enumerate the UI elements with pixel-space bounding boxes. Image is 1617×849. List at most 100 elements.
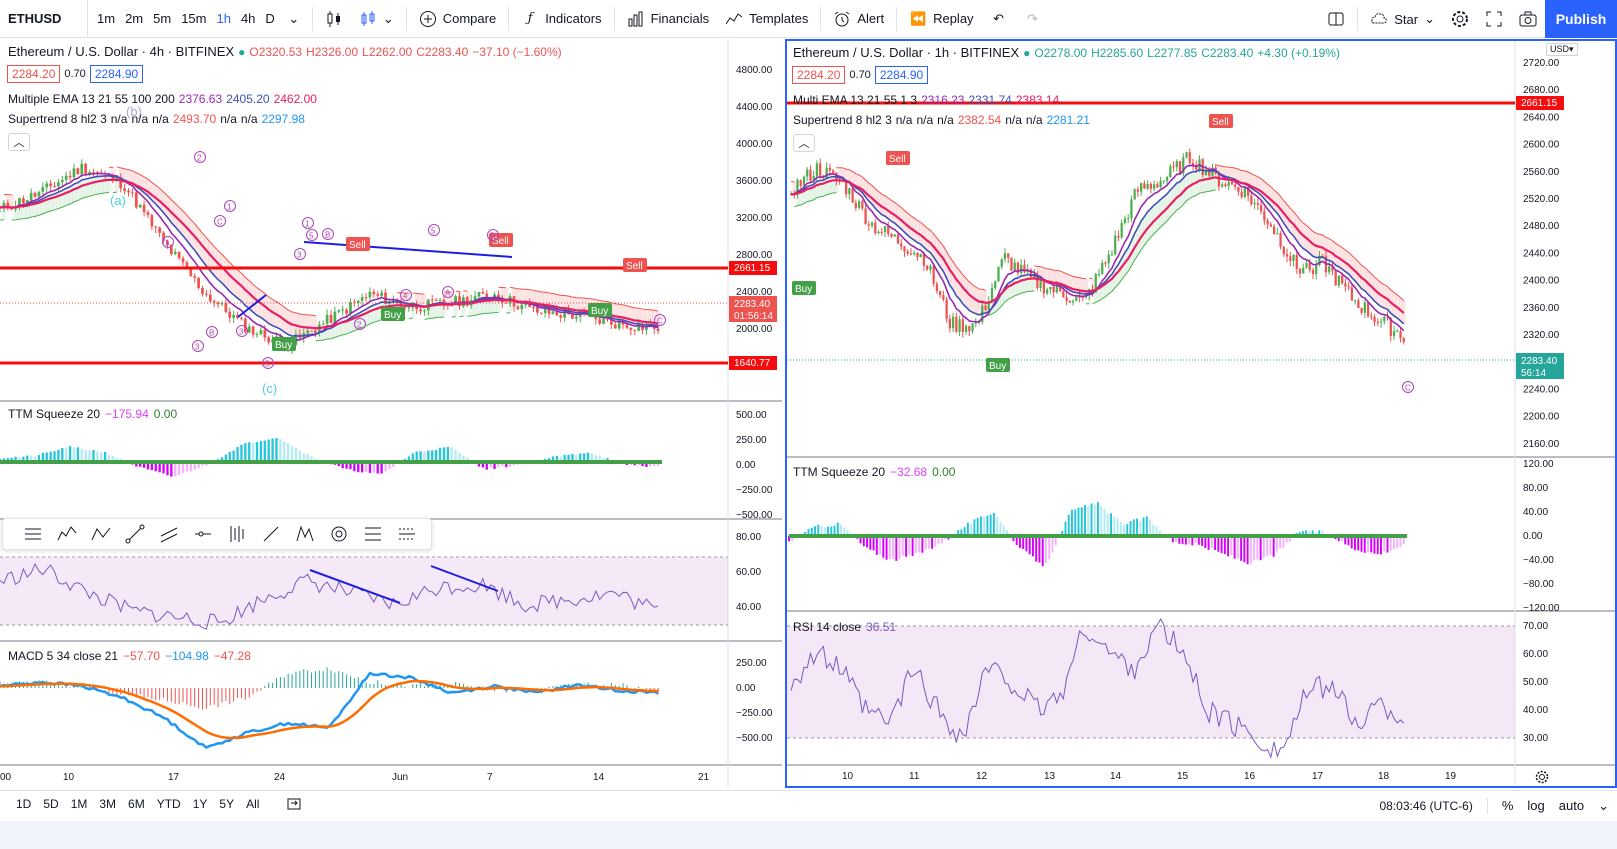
range-1y[interactable]: 1Y: [192, 797, 208, 811]
redo-button[interactable]: ↷: [1016, 0, 1050, 38]
chart-style-button[interactable]: ⌄: [351, 0, 402, 38]
right-series-title: Ethereum / U.S. Dollar · 1h · BITFINEX: [793, 45, 1020, 60]
interval-1h[interactable]: 1h: [216, 11, 231, 26]
trend-line-icon[interactable]: [125, 524, 145, 544]
supertrend-fill: [1019, 275, 1024, 294]
price-tick-label: 2640.00: [1523, 112, 1560, 123]
symbol-search[interactable]: ETHUSD: [0, 0, 88, 38]
supertrend-fill: [1071, 276, 1076, 292]
supertrend-fill: [79, 180, 85, 199]
goto-date-button[interactable]: [281, 797, 307, 814]
left-macd-v1: −57.70: [123, 649, 161, 663]
fib-circle-icon[interactable]: [329, 524, 349, 544]
candle-body: [1117, 235, 1120, 238]
percent-toggle[interactable]: %: [1501, 798, 1514, 813]
collapse-legend-button[interactable]: ︿: [8, 133, 30, 151]
interval-dropdown[interactable]: ⌄: [280, 0, 308, 38]
parallel-channel-icon[interactable]: [159, 524, 179, 544]
interval-D[interactable]: D: [265, 11, 275, 26]
star-label: Star: [1394, 11, 1419, 27]
candle-body: [796, 180, 799, 196]
candle-body: [201, 288, 204, 294]
right-supertrend-legend[interactable]: Supertrend 8 hl2 3 n/a n/a n/a 2382.54 n…: [793, 113, 1090, 127]
elliott-impulse-icon[interactable]: [57, 524, 77, 544]
range-all[interactable]: All: [246, 797, 260, 811]
supertrend-fill: [1275, 192, 1280, 214]
right-ema-legend[interactable]: Multi EMA 13 21 55 1 3 2316.23 2331.74 2…: [793, 93, 1059, 107]
supertrend-fill: [1201, 170, 1205, 193]
supertrend-fill: [621, 304, 626, 321]
currency-selector[interactable]: USD▾: [1546, 43, 1578, 56]
left-chart-canvas[interactable]: 4800.004400.004000.003600.003200.002800.…: [0, 39, 782, 788]
range-ytd[interactable]: YTD: [156, 797, 181, 811]
auto-toggle[interactable]: auto: [1558, 798, 1585, 813]
range-5y[interactable]: 5Y: [219, 797, 235, 811]
undo-button[interactable]: ↶: [982, 0, 1016, 38]
interval-4h[interactable]: 4h: [240, 11, 256, 26]
left-ttm-legend[interactable]: TTM Squeeze 20 −175.94 0.00: [8, 407, 177, 421]
left-ema-legend[interactable]: Multiple EMA 13 21 55 100 200 2376.63 24…: [8, 92, 317, 106]
right-buy-price-button[interactable]: 2284.90: [874, 66, 929, 84]
supertrend-fill: [515, 288, 521, 302]
right-st-v1: n/a: [895, 113, 913, 127]
interval-2m[interactable]: 2m: [125, 11, 144, 26]
candle-body: [942, 295, 945, 300]
cloud-icon: [1371, 13, 1387, 24]
elliott-abc-icon[interactable]: [91, 524, 111, 544]
alert-button[interactable]: Alert: [825, 0, 892, 38]
publish-button[interactable]: Publish: [1545, 0, 1617, 38]
left-supertrend-legend[interactable]: Supertrend 8 hl2 3 n/a n/a n/a 2493.70 n…: [8, 112, 305, 126]
range-6m[interactable]: 6M: [128, 797, 145, 811]
star-button[interactable]: Star ⌄: [1362, 0, 1443, 38]
right-sell-price-button[interactable]: 2284.20: [792, 66, 846, 84]
financials-button[interactable]: Financials: [619, 0, 718, 38]
snapshot-button[interactable]: [1511, 0, 1545, 38]
interval-5m[interactable]: 5m: [153, 11, 172, 26]
line-tool-icon[interactable]: [261, 524, 281, 544]
right-chart-canvas[interactable]: 2720.00 2680.00 2640.00 2600.00 2560.00 2520.…: [787, 41, 1615, 786]
left-sell-price-button[interactable]: 2284.20: [7, 65, 61, 83]
templates-button[interactable]: Templates: [717, 0, 816, 38]
right-chart-pane[interactable]: 2720.00 2680.00 2640.00 2600.00 2560.00 2520.…: [785, 39, 1617, 788]
range-3m[interactable]: 3M: [99, 797, 117, 811]
candle-body: [1136, 189, 1140, 192]
supertrend-fill: [1210, 170, 1215, 191]
fullscreen-button[interactable]: [1477, 0, 1511, 38]
candle-body: [880, 231, 883, 233]
interval-15m[interactable]: 15m: [181, 11, 207, 26]
range-5d[interactable]: 5D: [43, 797, 59, 811]
long-position-icon[interactable]: [227, 524, 247, 544]
candle-body: [900, 243, 903, 247]
left-buy-price-button[interactable]: 2284.90: [89, 65, 144, 83]
more-tools-icon[interactable]: [397, 524, 417, 544]
supertrend-fill: [1340, 247, 1345, 270]
horizontal-ray-icon[interactable]: [193, 524, 213, 544]
interval-1m[interactable]: 1m: [97, 11, 116, 26]
pattern-icon[interactable]: [295, 524, 315, 544]
price-tick-label: 2160.00: [1523, 439, 1560, 450]
drawn-trend-line: [430, 565, 499, 592]
drag-handle-icon[interactable]: [23, 524, 43, 544]
right-rsi-legend[interactable]: RSI 14 close 36.51: [793, 620, 896, 634]
left-chart-pane[interactable]: 4800.00 4400.00 4000.00 3600.00 3200.00 2800.…: [0, 39, 782, 788]
range-1m[interactable]: 1M: [70, 797, 88, 811]
chevron-down-icon[interactable]: ⌄: [1598, 797, 1609, 813]
replay-button[interactable]: ⏪ Replay: [901, 0, 981, 38]
signal-label: Sell: [1212, 117, 1229, 128]
right-ttm-legend[interactable]: TTM Squeeze 20 −32.68 0.00: [793, 465, 955, 479]
candle-body: [1191, 162, 1195, 166]
settings-button[interactable]: [1443, 0, 1477, 38]
range-1d[interactable]: 1D: [16, 797, 32, 811]
log-toggle[interactable]: log: [1527, 798, 1545, 813]
compare-button[interactable]: Compare: [411, 0, 504, 38]
fib-retracement-icon[interactable]: [363, 524, 383, 544]
left-macd-legend[interactable]: MACD 5 34 close 21 −57.70 −104.98 −47.28: [8, 649, 251, 663]
chart-type-candles-button[interactable]: [317, 0, 351, 38]
collapse-legend-button[interactable]: ︿: [793, 134, 815, 152]
layout-button[interactable]: [1319, 0, 1353, 38]
clock-time[interactable]: 08:03:46 (UTC-6): [1379, 798, 1473, 813]
indicators-button[interactable]: ƒ Indicators: [513, 0, 609, 38]
supertrend-fill: [422, 294, 427, 307]
left-open: O2320.53: [249, 44, 303, 59]
chart-settings-button[interactable]: [1532, 768, 1552, 786]
